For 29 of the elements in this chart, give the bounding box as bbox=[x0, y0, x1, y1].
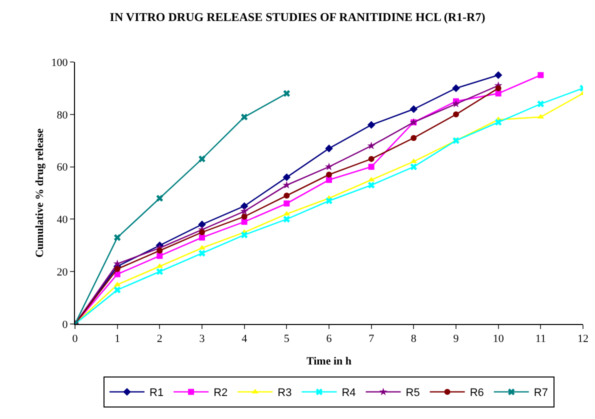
x-tick-label: 10 bbox=[492, 333, 504, 346]
y-tick-label: 60 bbox=[56, 162, 68, 174]
x-tick-label: 1 bbox=[114, 333, 120, 346]
x-tick-label: 0 bbox=[72, 333, 78, 346]
legend-label: R4 bbox=[342, 387, 356, 400]
legend-label: R5 bbox=[406, 387, 420, 400]
chart-title: IN VITRO DRUG RELEASE STUDIES OF RANITIDINE HCL (R1-R7) bbox=[110, 10, 486, 24]
legend-label: R7 bbox=[534, 387, 548, 400]
y-tick-label: 100 bbox=[51, 56, 68, 69]
y-tick-label: 0 bbox=[62, 318, 68, 331]
x-tick-label: 9 bbox=[453, 333, 460, 346]
x-tick-label: 12 bbox=[578, 333, 588, 346]
x-tick-label: 6 bbox=[326, 333, 332, 346]
x-axis-title: Time in h bbox=[306, 355, 352, 368]
x-tick-label: 11 bbox=[535, 333, 546, 346]
x-tick-label: 2 bbox=[156, 333, 162, 346]
legend-label: R6 bbox=[470, 387, 484, 400]
x-tick-label: 8 bbox=[410, 333, 417, 346]
legend-label: R2 bbox=[214, 387, 228, 400]
y-tick-label: 80 bbox=[56, 109, 68, 122]
y-tick-label: 20 bbox=[56, 266, 68, 278]
y-tick-label: 40 bbox=[56, 214, 68, 226]
legend-label: R3 bbox=[278, 387, 292, 400]
legend-label: R1 bbox=[150, 387, 164, 400]
x-tick-label: 4 bbox=[242, 333, 248, 346]
x-tick-label: 7 bbox=[368, 333, 375, 346]
x-tick-label: 5 bbox=[284, 333, 290, 346]
x-tick-label: 3 bbox=[199, 333, 206, 346]
y-axis-title: Cumulative % drug release bbox=[34, 128, 46, 258]
